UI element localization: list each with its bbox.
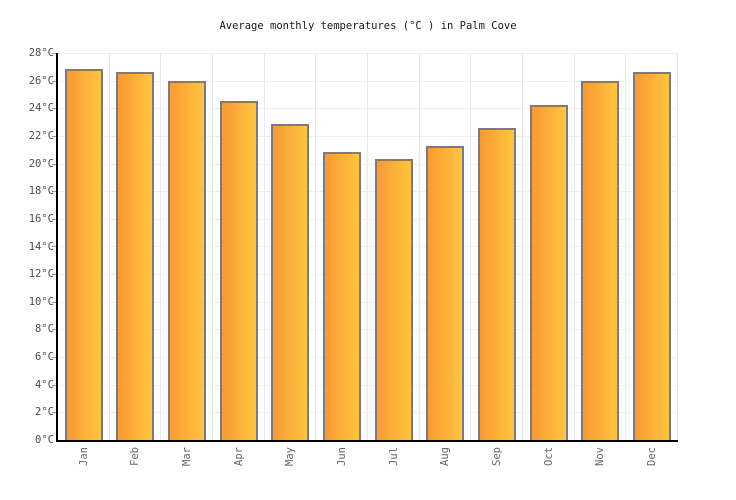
- y-axis-label-16c: 16°C: [28, 212, 54, 225]
- gridline-vertical: [522, 53, 523, 440]
- gridline-vertical: [419, 53, 420, 440]
- bar-aug[interactable]: [426, 146, 465, 440]
- bar-may[interactable]: [271, 124, 310, 440]
- gridline-vertical: [367, 53, 368, 440]
- gridline-horizontal: [58, 274, 678, 275]
- x-axis-label-jan: Jan: [77, 447, 90, 466]
- y-axis-tick: [52, 164, 56, 165]
- gridline-horizontal: [58, 302, 678, 303]
- x-axis-label-feb: Feb: [129, 447, 142, 466]
- x-axis-label-sep: Sep: [491, 447, 504, 466]
- y-axis-label-22c: 22°C: [28, 129, 54, 142]
- gridline-horizontal: [58, 246, 678, 247]
- bar-jan[interactable]: [64, 68, 103, 440]
- y-axis-label-8c: 8°C: [35, 323, 54, 336]
- month-column-may: May: [265, 53, 317, 466]
- bar-jun[interactable]: [323, 151, 362, 440]
- x-axis-label-jun: Jun: [336, 447, 349, 466]
- y-axis-tick: [52, 191, 56, 192]
- month-column-jan: Jan: [58, 53, 110, 466]
- y-axis-tick: [52, 274, 56, 275]
- bar-nov[interactable]: [581, 81, 620, 440]
- y-axis-tick: [52, 385, 56, 386]
- y-axis-tick: [52, 412, 56, 413]
- month-column-mar: Mar: [161, 53, 213, 466]
- gridline-horizontal: [58, 219, 678, 220]
- y-axis-label-0c: 0°C: [35, 434, 54, 446]
- month-column-nov: Nov: [575, 53, 627, 466]
- bar-sep[interactable]: [478, 128, 517, 440]
- y-axis-label-20c: 20°C: [28, 157, 54, 170]
- gridline-vertical: [677, 53, 678, 440]
- bar-feb[interactable]: [116, 71, 155, 440]
- y-axis-label-12c: 12°C: [28, 268, 54, 281]
- y-axis-tick: [52, 219, 56, 220]
- x-axis-label-may: May: [284, 447, 297, 466]
- plot-area: Jan Feb Mar Apr May Jun Jul Aug Sep Oct Nov Dec: [52, 53, 678, 466]
- gridline-horizontal: [58, 329, 678, 330]
- gridline-horizontal: [58, 164, 678, 165]
- bar-jul[interactable]: [374, 158, 413, 440]
- y-axis-tick: [52, 302, 56, 303]
- y-axis-label-18c: 18°C: [28, 185, 54, 198]
- y-axis-label-24c: 24°C: [28, 102, 54, 115]
- y-axis-label-14c: 14°C: [28, 240, 54, 253]
- x-axis-label-oct: Oct: [542, 447, 555, 466]
- month-column-sep: Sep: [471, 53, 523, 466]
- month-column-dec: Dec: [626, 53, 678, 466]
- month-column-feb: Feb: [110, 53, 162, 466]
- y-axis-tick: [52, 246, 56, 247]
- month-column-aug: Aug: [420, 53, 472, 466]
- gridline-horizontal: [58, 191, 678, 192]
- y-axis-label-10c: 10°C: [28, 295, 54, 308]
- y-axis-label-2c: 2°C: [35, 406, 54, 419]
- gridline-vertical: [315, 53, 316, 440]
- y-axis-label-26c: 26°C: [28, 74, 54, 87]
- gridline-vertical: [574, 53, 575, 440]
- month-column-jun: Jun: [316, 53, 368, 466]
- gridline-vertical: [625, 53, 626, 440]
- x-axis-label-mar: Mar: [181, 447, 194, 466]
- y-axis-label-4c: 4°C: [35, 378, 54, 391]
- x-axis-label-nov: Nov: [594, 447, 607, 466]
- gridline-horizontal: [58, 357, 678, 358]
- gridline-horizontal: [58, 136, 678, 137]
- gridline-horizontal: [58, 81, 678, 82]
- chart-title: Average monthly temperatures (°C ) in Pa…: [219, 20, 517, 32]
- gridline-vertical: [109, 53, 110, 440]
- month-column-oct: Oct: [523, 53, 575, 466]
- month-column-apr: Apr: [213, 53, 265, 466]
- y-axis-tick: [52, 357, 56, 358]
- y-axis-tick: [52, 329, 56, 330]
- y-axis-label-28c: 28°C: [28, 47, 54, 59]
- month-column-jul: Jul: [368, 53, 420, 466]
- bar-apr[interactable]: [219, 100, 258, 440]
- gridline-vertical: [160, 53, 161, 440]
- gridline-vertical: [212, 53, 213, 440]
- x-axis-label-apr: Apr: [232, 447, 245, 466]
- y-axis-tick: [52, 53, 56, 54]
- gridline-horizontal: [58, 53, 678, 54]
- x-axis-label-jul: Jul: [387, 447, 400, 466]
- gridline-horizontal: [58, 108, 678, 109]
- x-axis-label-aug: Aug: [439, 447, 452, 466]
- y-axis-tick: [52, 108, 56, 109]
- gridline-horizontal: [58, 385, 678, 386]
- bar-mar[interactable]: [168, 81, 207, 440]
- bar-dec[interactable]: [633, 71, 672, 440]
- gridline-horizontal: [58, 412, 678, 413]
- bar-oct[interactable]: [529, 104, 568, 440]
- gridline-vertical: [470, 53, 471, 440]
- gridline-vertical: [264, 53, 265, 440]
- y-axis-tick: [52, 81, 56, 82]
- y-axis-tick: [52, 136, 56, 137]
- y-axis-label-6c: 6°C: [35, 351, 54, 364]
- x-axis-label-dec: Dec: [646, 447, 659, 466]
